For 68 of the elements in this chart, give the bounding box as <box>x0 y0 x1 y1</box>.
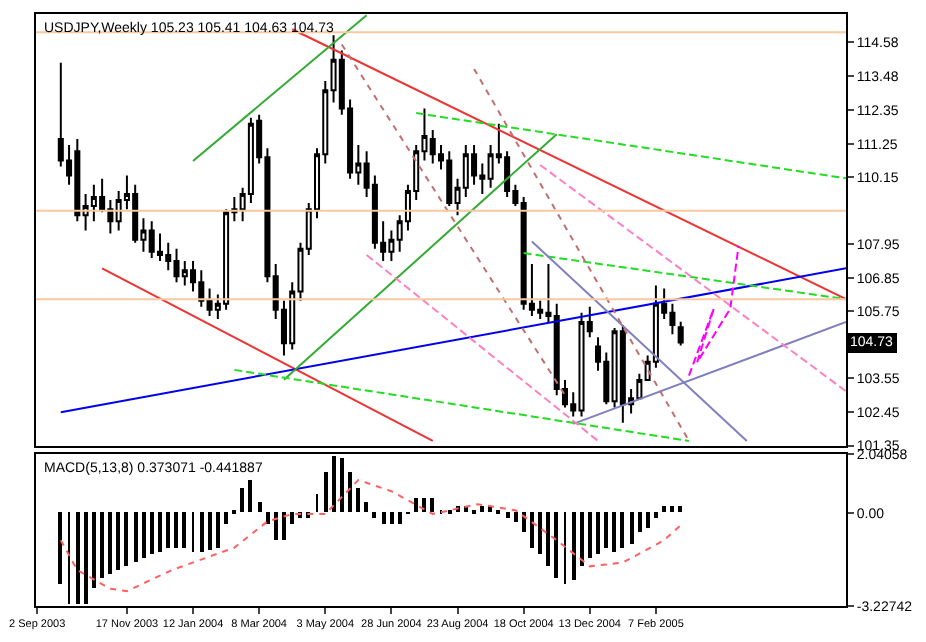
bar <box>174 512 178 549</box>
line-series <box>59 479 682 593</box>
bar <box>514 512 518 523</box>
candlestick <box>148 220 155 259</box>
bar <box>538 512 542 555</box>
bar <box>340 458 344 513</box>
bar <box>662 506 666 513</box>
bar <box>530 512 534 549</box>
candlestick <box>198 269 205 308</box>
bar <box>620 512 624 549</box>
bar <box>382 512 386 525</box>
bar <box>654 512 658 519</box>
bar <box>670 506 674 513</box>
bar <box>646 512 650 529</box>
bar <box>580 512 584 567</box>
candlestick <box>74 138 81 223</box>
bar <box>258 502 262 513</box>
bar <box>546 512 550 567</box>
bar <box>224 512 228 525</box>
bar <box>166 512 170 549</box>
bar <box>572 512 576 581</box>
bar <box>124 512 128 567</box>
bar <box>356 488 360 513</box>
bar <box>398 512 402 525</box>
line-series <box>687 244 740 377</box>
bar <box>506 512 510 519</box>
bar <box>678 506 682 513</box>
bar <box>134 512 138 563</box>
bar <box>554 512 558 579</box>
bar <box>116 512 120 571</box>
candlestick <box>173 247 180 284</box>
bar <box>92 512 96 589</box>
bar <box>142 512 146 559</box>
bar <box>58 512 62 585</box>
bar <box>414 498 418 513</box>
bar <box>612 512 616 553</box>
bar <box>266 512 270 525</box>
bar <box>364 502 368 513</box>
bar <box>100 512 104 579</box>
bar <box>630 512 634 545</box>
candlestick <box>578 311 585 418</box>
bar <box>158 512 162 553</box>
bar <box>372 512 376 519</box>
bar <box>480 506 484 513</box>
candlestick <box>677 320 684 347</box>
candlestick <box>132 183 139 244</box>
candlestick <box>90 183 97 223</box>
bar <box>430 498 434 513</box>
bar <box>324 472 328 513</box>
bar <box>588 512 592 559</box>
candlestick <box>619 324 626 424</box>
bar <box>200 512 204 553</box>
bar <box>638 512 642 533</box>
bar <box>274 512 278 541</box>
bar <box>348 472 352 513</box>
bar <box>182 512 186 549</box>
bar <box>390 512 394 525</box>
bar <box>290 512 294 525</box>
bar <box>604 512 608 549</box>
bar <box>216 512 220 549</box>
bar <box>208 512 212 551</box>
candlestick <box>446 150 453 208</box>
bar <box>248 480 252 513</box>
bar <box>596 512 600 555</box>
bar <box>150 512 154 555</box>
bar <box>108 512 112 575</box>
bar <box>240 488 244 513</box>
bar <box>282 512 286 541</box>
